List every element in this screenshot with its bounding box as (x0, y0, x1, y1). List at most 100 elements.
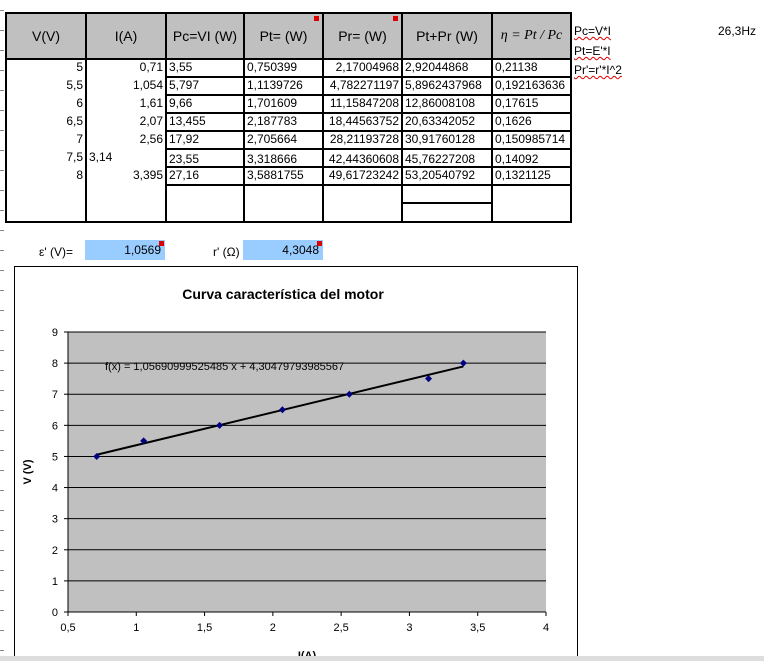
table-cell[interactable]: 5,5 (66, 78, 83, 92)
note-pt: Pt=E'*I (574, 44, 611, 58)
col-divider (401, 58, 403, 223)
table-cell[interactable]: 2,705664 (247, 132, 298, 146)
table-cell[interactable]: 2,187783 (247, 114, 298, 128)
table-cell[interactable]: 30,91760128 (405, 132, 476, 146)
comment-indicator (314, 16, 319, 21)
header-eta-label: η = Pt / Pc (500, 28, 563, 43)
row-tick (0, 90, 4, 91)
table-cell[interactable]: 3,55 (169, 60, 193, 74)
header-pr-label: Pr= (W) (338, 28, 387, 44)
note-frequency: 26,3Hz (718, 24, 757, 38)
table-cell[interactable]: 2,17004968 (335, 60, 399, 74)
horizontal-scrollbar[interactable] (0, 656, 764, 661)
header-ptpr[interactable]: Pt+Pr (W) (401, 12, 493, 60)
table-cell[interactable]: 2,92044868 (405, 60, 469, 74)
table-cell[interactable]: 18,44563752 (328, 114, 399, 128)
table-cell[interactable]: 2,07 (139, 114, 163, 128)
table-cell[interactable]: 49,61723242 (328, 168, 399, 182)
y-tick-label: 8 (52, 358, 58, 370)
row-tick (0, 170, 4, 171)
table-cell[interactable]: 5 (76, 60, 83, 74)
table-cell[interactable]: 0,21138 (495, 60, 538, 74)
row-tick (0, 510, 4, 511)
table-cell[interactable]: 0,192163636 (495, 78, 566, 92)
table-cell[interactable]: 11,15847208 (329, 96, 399, 110)
table-cell[interactable]: 3,14 (89, 150, 113, 164)
header-pc-label: Pc=VI (W) (172, 28, 238, 44)
table-cell[interactable]: 6 (76, 96, 83, 110)
table-cell[interactable]: 0,17615 (495, 96, 539, 110)
table-cell[interactable]: 0,14092 (495, 152, 539, 166)
table-cell[interactable]: 9,66 (169, 96, 193, 110)
row-tick (0, 430, 4, 431)
table-cell[interactable]: 7 (76, 132, 83, 146)
table-cell[interactable]: 3,395 (132, 168, 163, 182)
table-cell[interactable]: 28,21193728 (329, 132, 399, 146)
row-divider (165, 76, 572, 78)
table-cell[interactable]: 4,782271197 (329, 78, 399, 92)
row-tick (0, 290, 4, 291)
table-cell[interactable]: 53,20540792 (405, 168, 476, 182)
x-tick-label: 2 (270, 622, 276, 634)
table-cell[interactable]: 5,797 (169, 78, 200, 92)
table-cell[interactable]: 7,5 (66, 150, 83, 164)
header-pc[interactable]: Pc=VI (W) (165, 12, 245, 60)
table-cell[interactable]: 13,455 (169, 114, 206, 128)
x-tick-label: 3,5 (470, 622, 485, 634)
row-divider (165, 184, 572, 186)
table-cell[interactable]: 20,63342052 (405, 114, 476, 128)
y-axis-label: V (V) (22, 459, 34, 484)
table-cell[interactable]: 6,5 (66, 114, 83, 128)
chart-container[interactable]: Curva característica del motor 0 1 2 3 4 5 6 7 8 9… (14, 266, 578, 662)
row-divider (401, 202, 493, 204)
table-cell[interactable]: 1,1139726 (247, 78, 303, 92)
row-divider (165, 112, 572, 114)
table-cell[interactable]: 0,750399 (247, 60, 298, 74)
table-cell[interactable]: 3,318666 (247, 152, 298, 166)
header-pr[interactable]: Pr= (W) (322, 12, 403, 60)
table-cell[interactable]: 2,56 (139, 132, 163, 146)
x-tick-label: 2,5 (333, 622, 348, 634)
header-eta[interactable]: η = Pt / Pc (491, 12, 572, 60)
row-tick (0, 470, 4, 471)
table-cell[interactable]: 45,76227208 (405, 152, 476, 166)
chart-title: Curva característica del motor (182, 286, 384, 302)
table-cell[interactable]: 1,701609 (247, 96, 298, 110)
table-cell[interactable]: 0,71 (139, 60, 163, 74)
eps-input[interactable]: 1,0569 (85, 240, 165, 260)
row-tick (0, 110, 4, 111)
comment-indicator (393, 16, 398, 21)
table-cell[interactable]: 0,1321125 (495, 168, 551, 182)
y-tick-label: 3 (52, 514, 58, 526)
row-tick (0, 630, 4, 631)
header-pt[interactable]: Pt= (W) (243, 12, 324, 60)
col-divider (322, 58, 324, 223)
note-pc: Pc=V*I (574, 24, 612, 38)
table-cell[interactable]: 42,44360608 (328, 152, 399, 166)
table-cell[interactable]: 0,150985714 (495, 132, 566, 146)
row-divider (165, 166, 572, 168)
chart-svg: Curva característica del motor 0 1 2 3 4 5 6 7 8 9… (22, 286, 549, 662)
table-cell[interactable]: 23,55 (169, 152, 200, 166)
table-cell[interactable]: 12,86008108 (405, 96, 476, 110)
row-tick (0, 10, 4, 11)
header-pt-label: Pt= (W) (259, 28, 308, 44)
eps-label: ε' (V)= (39, 245, 73, 259)
r-input[interactable]: 4,3048 (243, 240, 323, 260)
header-i-label: I(A) (114, 28, 138, 44)
table-cell[interactable]: 8 (76, 168, 83, 182)
header-v[interactable]: V(V) (5, 12, 87, 60)
table-cell[interactable]: 17,92 (169, 132, 200, 146)
row-tick (0, 130, 4, 131)
data-point (216, 421, 224, 429)
table-cell[interactable]: 1,054 (132, 78, 163, 92)
row-tick (0, 650, 4, 651)
table-cell[interactable]: 5,8962437968 (405, 78, 482, 92)
table-cell[interactable]: 1,61 (139, 96, 163, 110)
table-cell[interactable]: 0,1626 (495, 114, 532, 128)
row-tick (0, 270, 4, 271)
header-i[interactable]: I(A) (85, 12, 167, 60)
table-cell[interactable]: 3,5881755 (247, 168, 304, 182)
row-tick (0, 210, 4, 211)
table-cell[interactable]: 27,16 (169, 168, 200, 182)
